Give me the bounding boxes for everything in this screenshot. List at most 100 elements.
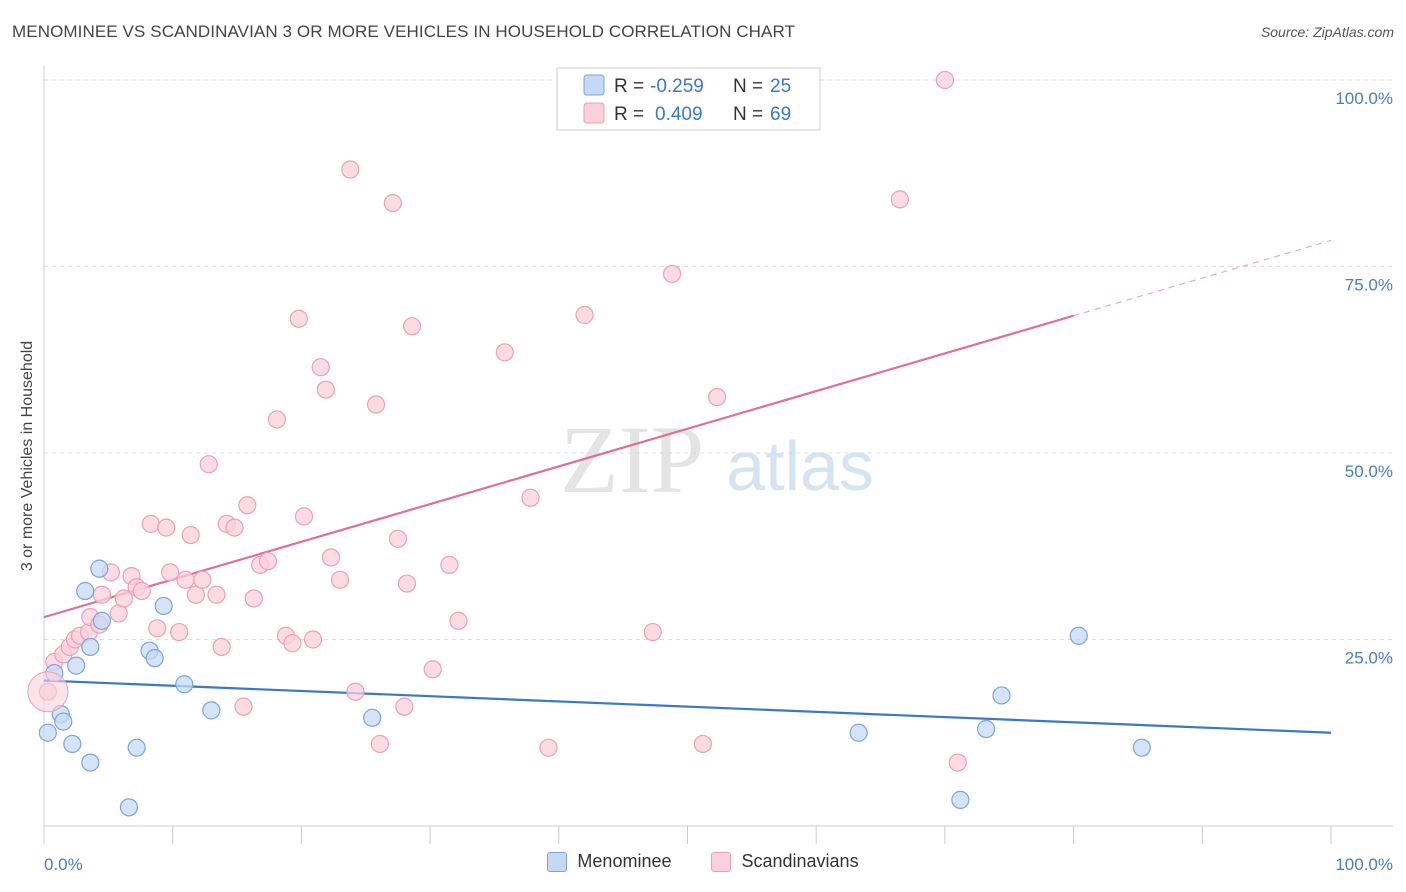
chart-title: MENOMINEE VS SCANDINAVIAN 3 OR MORE VEHI… <box>12 22 796 41</box>
scandinavians-point-35[interactable] <box>267 410 287 429</box>
legend-n-label-2: N = <box>733 104 763 125</box>
scandinavians-label: Scandinavians <box>741 851 859 871</box>
menominee-point-21[interactable] <box>976 719 996 739</box>
scandinavians-point-66[interactable] <box>935 70 955 90</box>
watermark-atlas: atlas <box>726 427 874 505</box>
scandinavians-point-19[interactable] <box>161 563 180 582</box>
menominee-point-20[interactable] <box>951 790 970 809</box>
menominee-point-3[interactable] <box>54 712 73 731</box>
menominee-point-0[interactable] <box>38 723 57 742</box>
scandinavians-point-62[interactable] <box>662 264 682 284</box>
legend-n-value-1: 25 <box>770 76 791 97</box>
scandinavians-point-27[interactable] <box>212 637 231 657</box>
scandinavians-point-40[interactable] <box>303 630 323 649</box>
scandinavians-point-12[interactable] <box>114 589 133 608</box>
scandinavians-point-16[interactable] <box>141 514 160 533</box>
scandinavians-point-21[interactable] <box>176 570 195 589</box>
scandinavians-point-31[interactable] <box>238 496 257 515</box>
scandinavians-point-17[interactable] <box>148 619 167 638</box>
scandinavians-point-61[interactable] <box>643 622 662 642</box>
legend-box: R = -0.259 N = 25 R = 0.409 N = 69 <box>556 67 821 131</box>
scandinavians-point-67[interactable] <box>948 753 967 772</box>
menominee-point-5[interactable] <box>67 656 86 675</box>
legend-r-value-1: -0.259 <box>650 76 704 97</box>
scandinavians-point-39[interactable] <box>294 507 314 526</box>
legend-n-label-1: N = <box>733 76 763 97</box>
scandinavians-point-51[interactable] <box>395 697 414 716</box>
scandinavians-point-58[interactable] <box>521 488 540 507</box>
scandinavians-point-63[interactable] <box>693 734 713 754</box>
trend-lines <box>43 239 1332 734</box>
scandinavians-point-65[interactable] <box>890 190 909 209</box>
menominee-point-19[interactable] <box>849 723 868 742</box>
scandinavians-point-60[interactable] <box>575 305 594 325</box>
scandinavians-point-30[interactable] <box>234 697 253 716</box>
scandinavians-point-25[interactable] <box>199 455 218 474</box>
scandinavians-swatch <box>711 851 732 872</box>
scandinavians-point-45[interactable] <box>341 160 360 179</box>
menominee-point-10[interactable] <box>92 611 112 630</box>
scandinavians-point-52[interactable] <box>397 574 417 593</box>
scandinavians-point-42[interactable] <box>316 380 335 399</box>
scandinavians-point-46[interactable] <box>346 682 365 701</box>
menominee-point-18[interactable] <box>363 708 382 727</box>
y-tick-label-75: 75.0% <box>1345 276 1393 295</box>
menominee-point-9[interactable] <box>90 559 109 578</box>
menominee-point-4[interactable] <box>63 734 82 754</box>
watermark: ZIP atlas <box>560 406 874 513</box>
scandinavians-point-43[interactable] <box>321 548 341 567</box>
scandinavians-point-37[interactable] <box>283 634 302 653</box>
y-tick-label-100: 100.0% <box>1335 89 1393 108</box>
scandinavians-point-49[interactable] <box>383 193 402 213</box>
scandinavians-point-55[interactable] <box>440 555 459 575</box>
scandinavians-point-47[interactable] <box>366 395 386 414</box>
bottom-legend-scandinavians[interactable]: Scandinavians <box>711 851 859 872</box>
y-tick-label-50: 50.0% <box>1345 462 1393 481</box>
scandinavians-point-20[interactable] <box>170 622 189 642</box>
scandinavians-point-44[interactable] <box>330 570 350 589</box>
x-tick-label-max: 100.0% <box>1335 855 1393 874</box>
menominee-point-16[interactable] <box>175 675 194 694</box>
menominee-point-14[interactable] <box>145 649 164 668</box>
scandinavians-point-59[interactable] <box>539 738 558 757</box>
scandinavians-point-26[interactable] <box>207 585 226 604</box>
scandinavians-point-22[interactable] <box>181 525 200 545</box>
bottom-legend: Menominee Scandinavians <box>0 851 1406 872</box>
menominee-point-24[interactable] <box>1132 738 1151 757</box>
scandinavians-point-18[interactable] <box>157 518 176 537</box>
scandinavians-point-15[interactable] <box>132 581 151 601</box>
scandinavians-point-29[interactable] <box>225 518 244 537</box>
menominee-point-17[interactable] <box>202 701 221 720</box>
y-tick-labels: 25.0% 50.0% 75.0% 100.0% <box>1335 89 1393 668</box>
scandinavians-point-41[interactable] <box>311 358 330 377</box>
scandinavians-point-48[interactable] <box>370 734 390 754</box>
menominee-point-23[interactable] <box>1069 626 1088 645</box>
menominee-point-22[interactable] <box>992 686 1011 705</box>
menominee-point-11[interactable] <box>119 798 139 817</box>
bottom-legend-menominee[interactable]: Menominee <box>547 851 671 872</box>
source-label: Source: ZipAtlas.com <box>1260 24 1394 40</box>
data-points <box>27 70 1151 817</box>
menominee-point-7[interactable] <box>81 637 100 657</box>
scandinavians-point-9[interactable] <box>92 585 112 604</box>
menominee-point-6[interactable] <box>76 581 95 601</box>
scandinavians-point-32[interactable] <box>244 589 263 608</box>
scandinavians-point-50[interactable] <box>388 529 408 548</box>
scandinavians-point-34[interactable] <box>258 552 278 571</box>
trend-line-0 <box>43 679 1332 734</box>
scandinavians-point-54[interactable] <box>423 660 442 679</box>
grid-lines <box>44 79 1393 640</box>
legend-n-value-2: 69 <box>770 104 791 125</box>
scandinavians-point-53[interactable] <box>402 317 422 336</box>
menominee-point-8[interactable] <box>81 753 100 772</box>
scandinavians-point-large[interactable] <box>27 671 69 713</box>
scandinavians-point-38[interactable] <box>289 309 308 328</box>
scandinavians-point-24[interactable] <box>193 570 212 589</box>
scandinavians-point-64[interactable] <box>708 387 727 407</box>
legend-swatch-scandinavians <box>583 102 605 124</box>
menominee-point-15[interactable] <box>154 596 173 616</box>
scandinavians-point-56[interactable] <box>449 611 468 630</box>
scandinavians-point-57[interactable] <box>495 343 514 362</box>
menominee-point-12[interactable] <box>127 738 146 757</box>
